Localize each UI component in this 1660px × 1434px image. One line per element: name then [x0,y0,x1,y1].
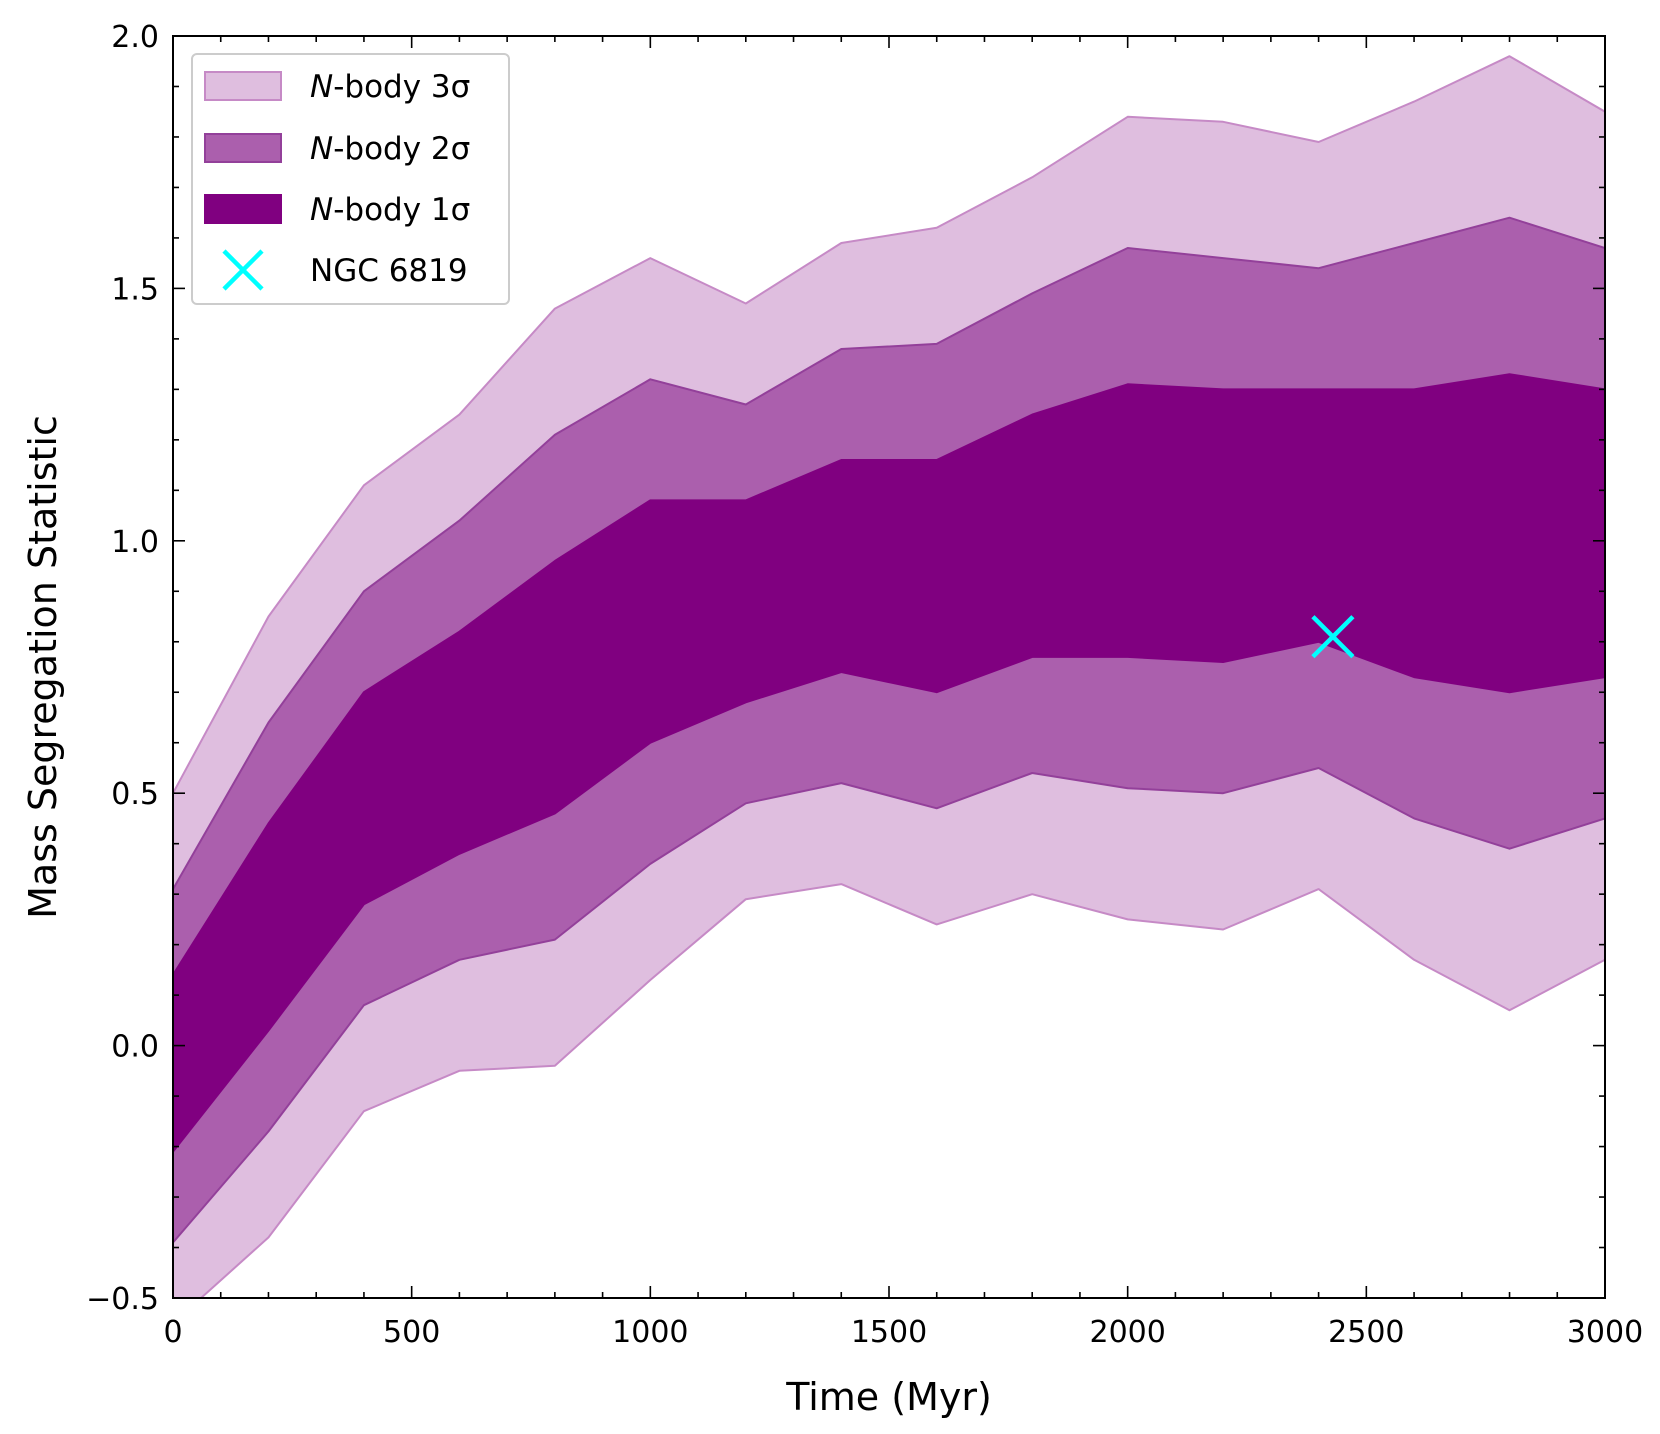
legend-box [191,53,510,305]
band-1sigma [173,373,1605,1153]
x-tick-label: 3000 [1567,1315,1643,1350]
y-tick-label: 1.0 [111,525,159,560]
x-tick-label: 1000 [612,1315,688,1350]
legend-label-2sigma: N-body 2σ [310,131,470,167]
x-tick-label: 2500 [1328,1315,1404,1350]
y-tick-label: 1.5 [111,272,159,307]
y-tick-label: 0.5 [111,777,159,812]
x-axis-label: Time (Myr) [785,1375,992,1419]
y-tick-label: −0.5 [86,1282,159,1317]
y-axis-ticks: −0.5 0.0 0.5 1.0 1.5 2.0 [86,20,1605,1317]
legend-swatch-3sigma [204,71,282,101]
y-axis-label: Mass Segregation Statistic [21,415,65,919]
x-tick-label: 0 [163,1315,182,1350]
ngc-6819-marker [1311,615,1355,659]
y-tick-label: 0.0 [111,1030,159,1065]
y-tick-label: 2.0 [111,20,159,55]
legend-marker-ngc-6819 [222,249,264,291]
legend-label-3sigma: N-body 3σ [310,69,470,105]
x-tick-label: 1500 [851,1315,927,1350]
x-tick-label: 500 [383,1315,440,1350]
legend: N-body 3σ N-body 2σ N-body 1σ NGC 6819 [191,53,510,305]
data-points [1311,615,1355,659]
legend-label-1sigma: N-body 1σ [310,192,470,228]
legend-swatch-1sigma [204,194,282,224]
legend-label-ngc-6819: NGC 6819 [310,253,468,289]
x-axis-ticks: 0 500 1000 1500 2000 2500 3000 [163,36,1643,1350]
confidence-bands [173,55,1605,1298]
x-tick-label: 2000 [1089,1315,1165,1350]
legend-swatch-2sigma [204,133,282,163]
